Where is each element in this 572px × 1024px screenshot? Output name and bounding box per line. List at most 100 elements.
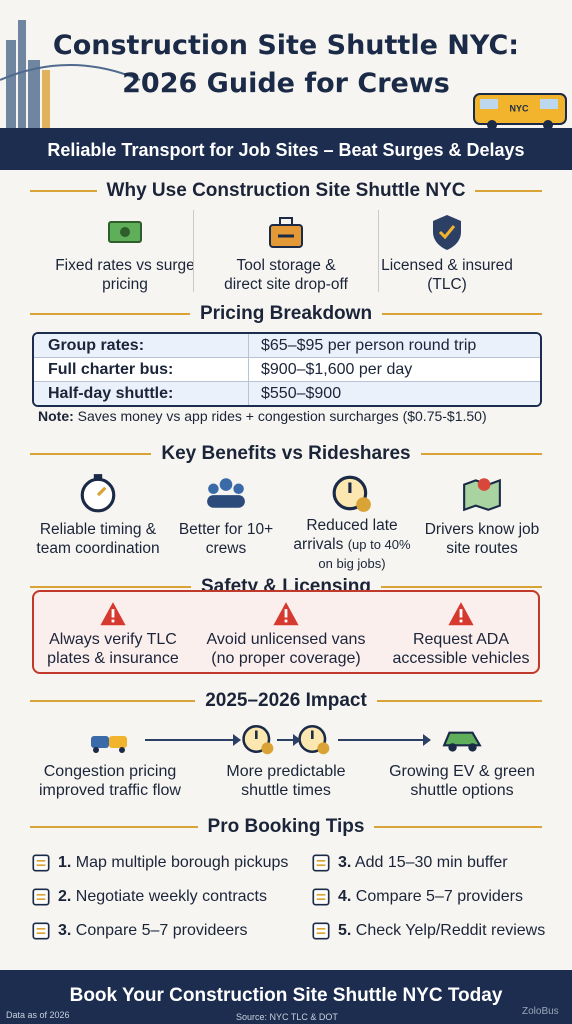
impact-icon — [442, 731, 482, 752]
divider — [378, 210, 379, 292]
warning-icon — [100, 602, 126, 626]
section-heading: Pro Booking Tips — [30, 816, 542, 838]
building — [6, 40, 16, 130]
heading-rule — [30, 586, 191, 588]
warning-icon-part — [111, 609, 115, 618]
tip-icon — [32, 854, 50, 872]
building — [28, 60, 40, 130]
pricing-value: $550–$900 — [261, 385, 342, 402]
why-item: Tool storage & direct site drop-off — [224, 257, 348, 293]
tip-icon-part — [312, 888, 330, 906]
bus-icon: NYC — [473, 93, 567, 130]
pricing-row: Full charter bus: $900–$1,600 per day — [34, 357, 540, 381]
arrow-head — [423, 734, 431, 746]
impact-icon-part — [468, 743, 477, 752]
tip-text: Map multiple borough pickups — [75, 854, 289, 871]
benefit-item: Reduced late arrivals (up to 40% on big … — [286, 516, 418, 573]
pricing-value: $900–$1,600 per day — [261, 361, 413, 378]
tip: 4. Compare 5–7 providers — [338, 888, 523, 906]
tip-icon — [312, 888, 330, 906]
heading-rule — [420, 453, 543, 455]
arrow-head — [233, 734, 241, 746]
impact-icon — [91, 736, 127, 753]
heading-text: Key Benefits vs Rideshares — [161, 443, 411, 464]
tip-number: 4. — [338, 888, 352, 905]
tip-icon — [312, 922, 330, 940]
safety-item: Request ADA accessible vehicles — [392, 631, 530, 667]
section-heading: Key Benefits vs Rideshares — [30, 443, 543, 465]
benefit-icon-part — [219, 478, 233, 491]
tip-number: 1. — [58, 854, 72, 871]
why-icon — [269, 217, 303, 248]
arrow — [338, 739, 425, 741]
impact-item: Congestion pricing improved traffic flow — [39, 763, 181, 799]
why-icon-part — [120, 227, 130, 237]
benefit-text: Reliable timing & team coordination — [36, 521, 160, 557]
heading-text: 2025–2026 Impact — [205, 690, 367, 711]
heading-text: Pricing Breakdown — [199, 303, 373, 324]
pricing-label: Full charter bus: — [34, 358, 249, 381]
tip-text: Conpare 5–7 provideers — [75, 922, 248, 939]
pricing-table: Group rates: $65–$95 per person round tri… — [32, 332, 542, 407]
benefit-item: Better for 10+ crews — [160, 520, 292, 558]
pricing-label: Half-day shuttle: — [34, 382, 249, 405]
heading-rule — [30, 190, 97, 192]
tip-text: Check Yelp/Reddit reviews — [355, 922, 546, 939]
header-art: NYC — [0, 20, 567, 130]
benefit-icon-part — [233, 483, 244, 495]
tip: 2. Negotiate weekly contracts — [58, 888, 267, 906]
building — [18, 20, 26, 130]
impact-icon-part — [442, 731, 482, 747]
wheel — [487, 120, 497, 130]
bus-label: NYC — [509, 103, 529, 113]
tip: 1. Map multiple borough pickups — [58, 854, 288, 872]
benefit-icon-part — [207, 495, 245, 508]
impact-icon — [298, 724, 330, 755]
safety-item: Always verify TLC plates & insurance — [47, 631, 179, 667]
benefit-icon-part — [93, 474, 103, 480]
heading-rule — [30, 700, 196, 702]
benefit-text: Drivers know job site routes — [424, 521, 540, 557]
why-icon — [108, 221, 142, 243]
impact-item: Growing EV & green shuttle options — [389, 763, 535, 799]
heading-rule — [475, 190, 543, 192]
title: Construction Site Shuttle NYC: — [52, 30, 520, 61]
warning-icon — [448, 602, 474, 626]
tip-number: 2. — [58, 888, 72, 905]
pricing-label: Group rates: — [34, 334, 249, 357]
tip: 5. Check Yelp/Reddit reviews — [338, 922, 545, 940]
source: Source: NYC TLC & DOT — [236, 1012, 338, 1022]
benefit-item: Reliable timing & team coordination — [32, 520, 164, 558]
cta: Book Your Construction Site Shuttle NYC … — [69, 985, 503, 1006]
why-icon-part — [438, 225, 456, 240]
benefit-icon — [80, 474, 116, 513]
benefit-icon — [332, 475, 371, 512]
arrow — [145, 739, 235, 741]
why-icon-part — [279, 217, 293, 226]
pricing-row: Half-day shuttle: $550–$900 — [34, 381, 540, 405]
bus-window — [540, 99, 558, 109]
tip-icon — [32, 922, 50, 940]
tip-text: Negotiate weekly contracts — [75, 888, 267, 905]
heading-text: Pro Booking Tips — [207, 816, 365, 837]
benefit-icon — [463, 478, 501, 512]
heading-rule — [30, 313, 190, 315]
impact-icon-part — [109, 736, 127, 748]
tip-icon-part — [32, 888, 50, 906]
tip: 3. Conpare 5–7 provideers — [58, 922, 247, 940]
divider — [193, 210, 194, 292]
subtitle: Reliable Transport for Job Sites – Beat … — [47, 140, 525, 160]
tip-number: 5. — [338, 922, 352, 939]
tip-icon-part — [32, 854, 50, 872]
warning-icon-part — [284, 609, 288, 618]
tip-text: Add 15–30 min buffer — [354, 854, 508, 871]
footer-bar — [0, 970, 572, 1024]
heading-rule — [382, 313, 543, 315]
wheel — [543, 120, 553, 130]
tip-icon — [312, 854, 330, 872]
section-heading: Pricing Breakdown — [30, 303, 543, 325]
tip-number: 3. — [58, 922, 72, 939]
note: Note: Saves money vs app rides + congest… — [38, 408, 558, 424]
impact-icon-part — [261, 742, 274, 755]
tip-icon — [32, 888, 50, 906]
